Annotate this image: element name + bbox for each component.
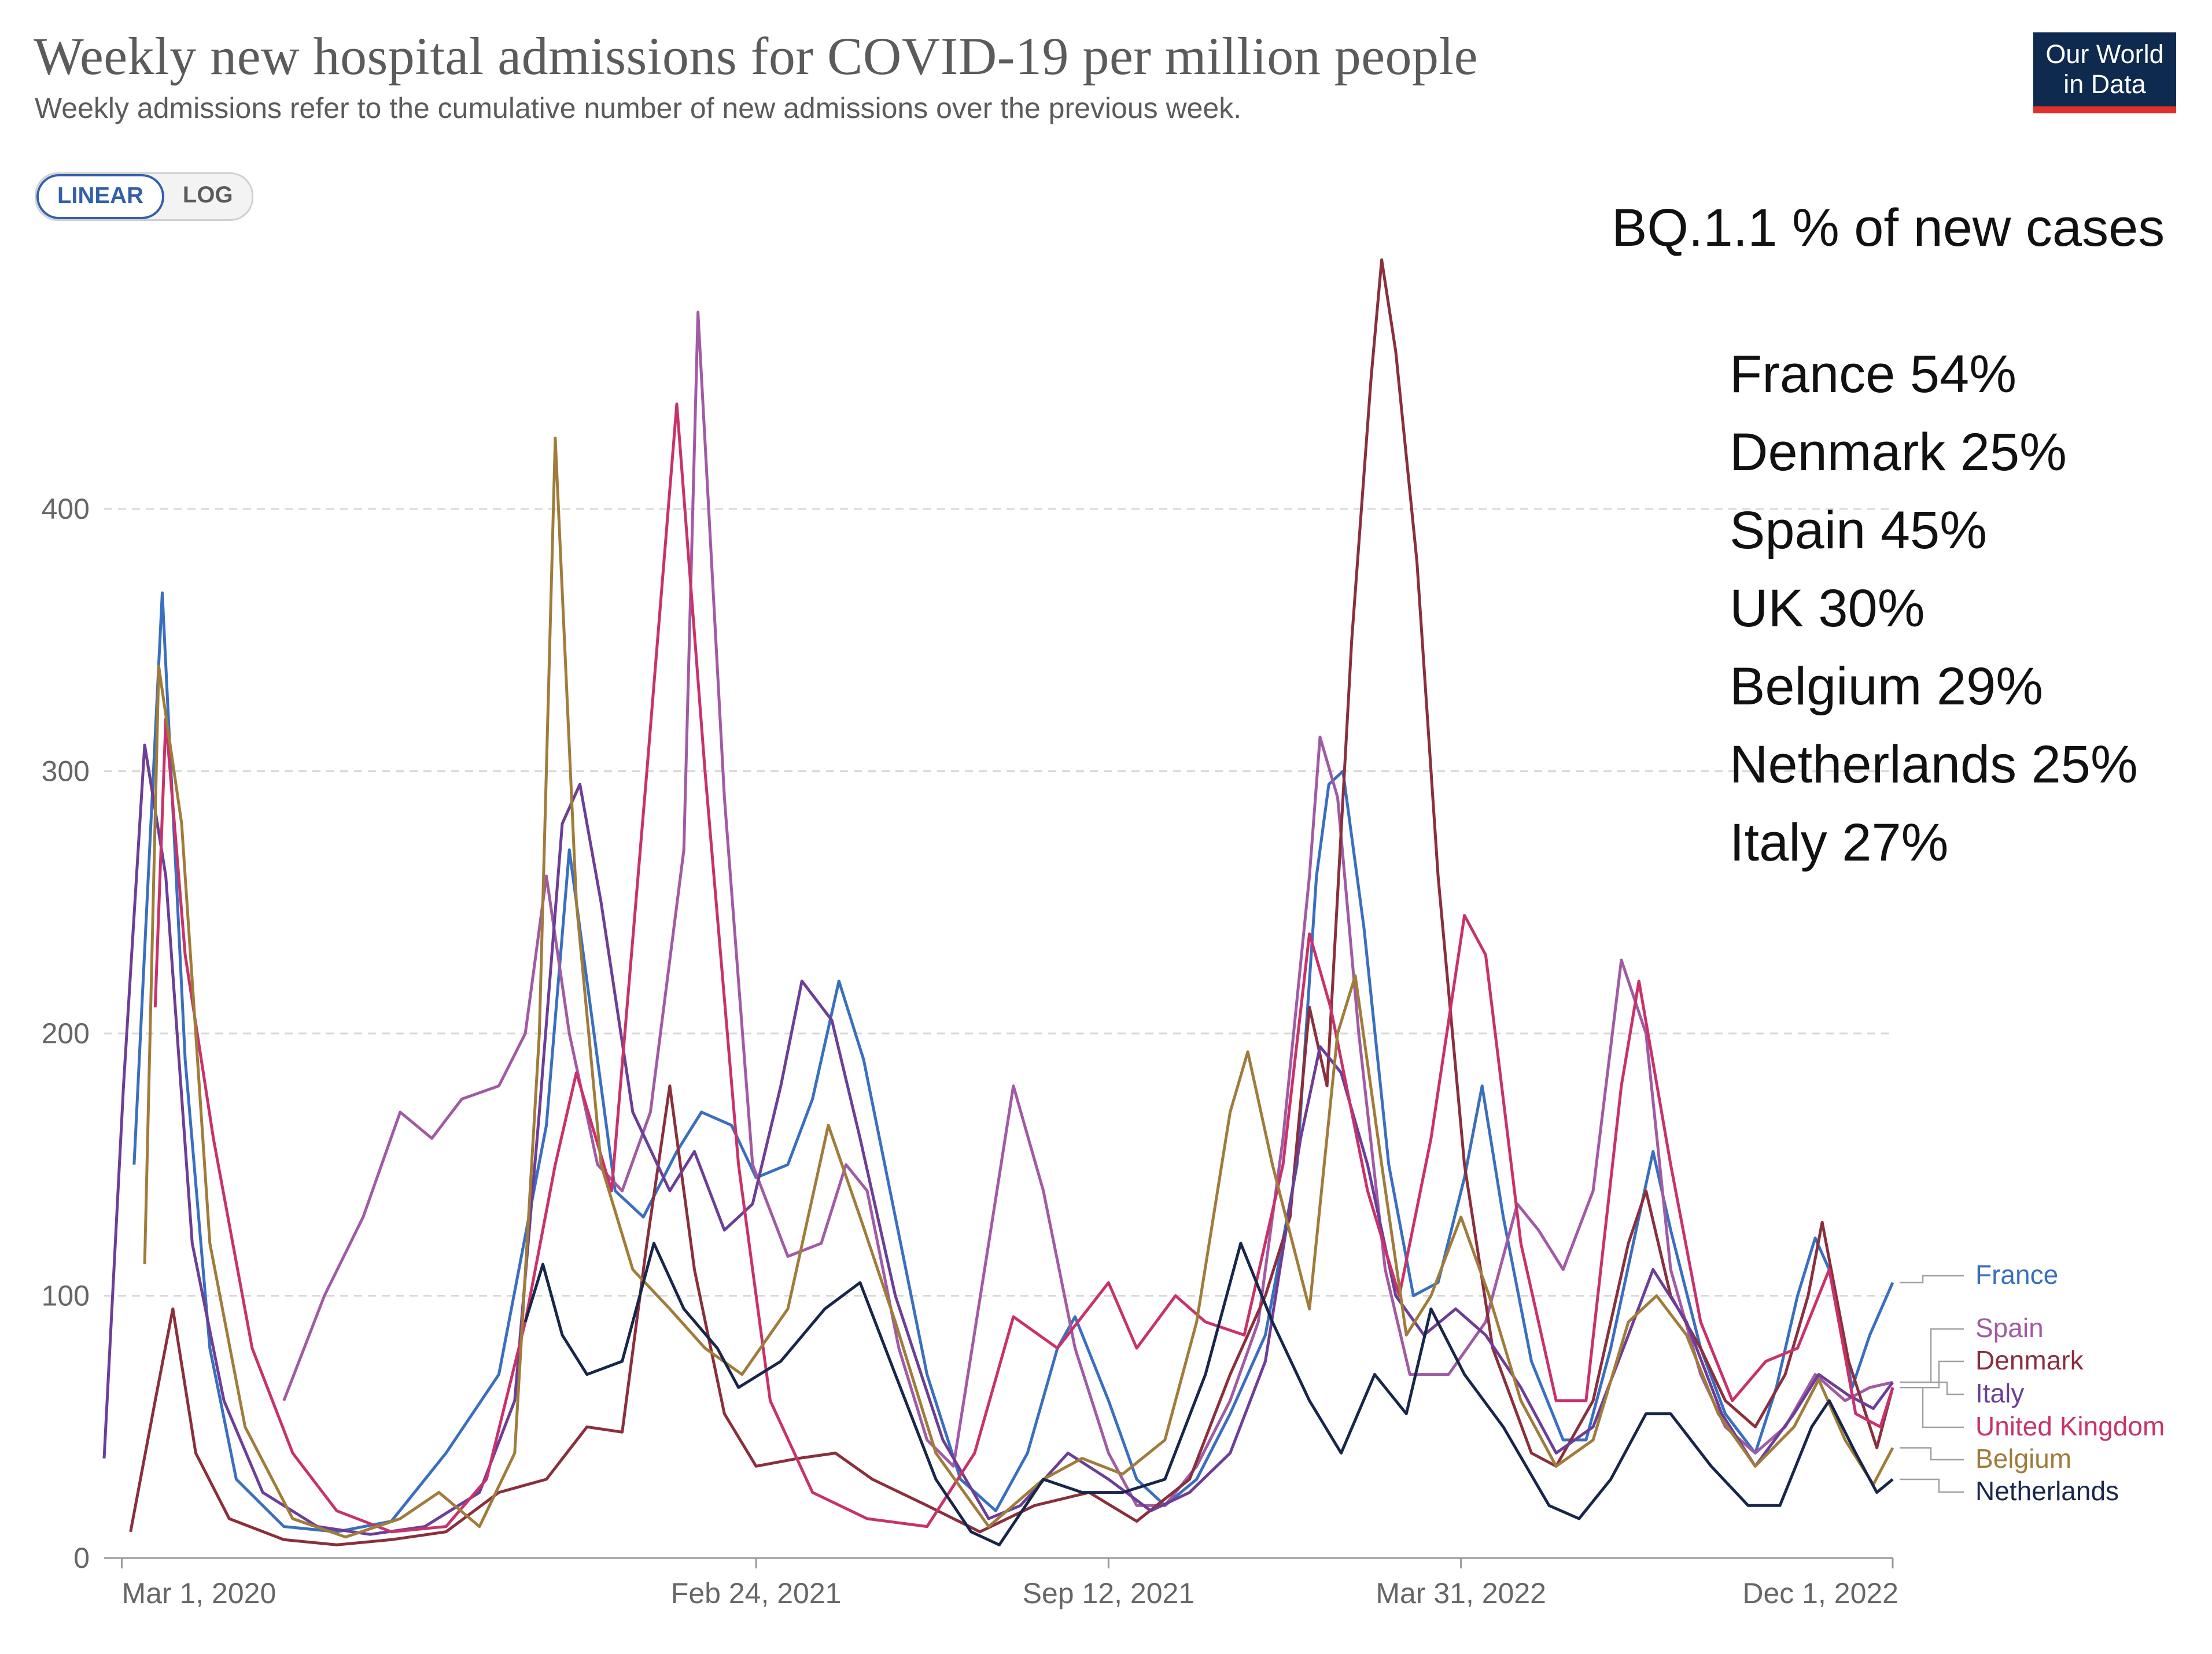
annotation-list: France 54% Denmark 25% Spain 45% UK 30% … (1730, 335, 2138, 882)
chart-subtitle: Weekly admissions refer to the cumulativ… (35, 92, 1242, 124)
legend-connector (1900, 1275, 1964, 1284)
annotation-item-france: France 54% (1730, 345, 2017, 404)
legend-connector (1900, 1386, 1964, 1428)
y-tick-label: 400 (42, 493, 90, 525)
annotation-item-spain: Spain 45% (1730, 501, 1987, 560)
legend-connector (1900, 1328, 1964, 1383)
series-line-belgium[interactable] (143, 437, 1894, 1539)
legend-connector (1900, 1381, 1964, 1395)
series-line-united-kingdom[interactable] (153, 403, 1894, 1534)
x-tick-label: Sep 12, 2021 (1023, 1577, 1195, 1609)
annotation-item-belgium: Belgium 29% (1730, 657, 2044, 716)
legend-label-spain[interactable]: Spain (1975, 1313, 2044, 1343)
legend-label-denmark[interactable]: Denmark (1975, 1345, 2084, 1375)
logo-line-2: in Data (2063, 69, 2146, 99)
y-tick-label: 300 (42, 755, 90, 788)
annotation-item-uk: UK 30% (1730, 579, 1925, 638)
annotation-item-denmark: Denmark 25% (1730, 423, 2067, 482)
annotation-item-italy: Italy 27% (1730, 813, 1949, 872)
scale-toggle[interactable]: LINEAR LOG (35, 172, 253, 221)
logo-line-1: Our World (2045, 39, 2164, 69)
legend-label-france[interactable]: France (1975, 1260, 2058, 1290)
series-line-netherlands[interactable] (523, 1242, 1894, 1546)
x-tick-label: Feb 24, 2021 (671, 1577, 842, 1609)
y-tick-label: 0 (73, 1542, 90, 1574)
owid-logo[interactable]: Our World in Data (2033, 32, 2176, 113)
series-line-italy[interactable] (102, 743, 1894, 1536)
log-scale-button[interactable]: LOG (182, 182, 233, 208)
legend-connector (1900, 1447, 1964, 1461)
y-tick-label: 200 (42, 1017, 90, 1050)
x-tick-label: Dec 1, 2022 (1742, 1577, 1898, 1609)
legend-label-italy[interactable]: Italy (1975, 1378, 2024, 1408)
legend-connector (1900, 1478, 1964, 1493)
annotation-item-netherlands: Netherlands 25% (1730, 735, 2138, 794)
x-tick-label: Mar 1, 2020 (121, 1577, 276, 1609)
legend-connector (1900, 1360, 1964, 1389)
series-line-denmark[interactable] (129, 258, 1894, 1546)
series-line-france[interactable] (132, 591, 1894, 1534)
chart-title: Weekly new hospital admissions for COVID… (34, 27, 1478, 86)
y-tick-label: 100 (42, 1280, 90, 1312)
annotation-title: BQ.1.1 % of new cases (1612, 198, 2165, 257)
legend-label-united-kingdom[interactable]: United Kingdom (1975, 1411, 2165, 1441)
legend-label-netherlands[interactable]: Netherlands (1975, 1476, 2119, 1506)
legend-label-belgium[interactable]: Belgium (1975, 1443, 2071, 1474)
x-tick-label: Mar 31, 2022 (1376, 1577, 1546, 1609)
linear-scale-button[interactable]: LINEAR (36, 174, 164, 219)
